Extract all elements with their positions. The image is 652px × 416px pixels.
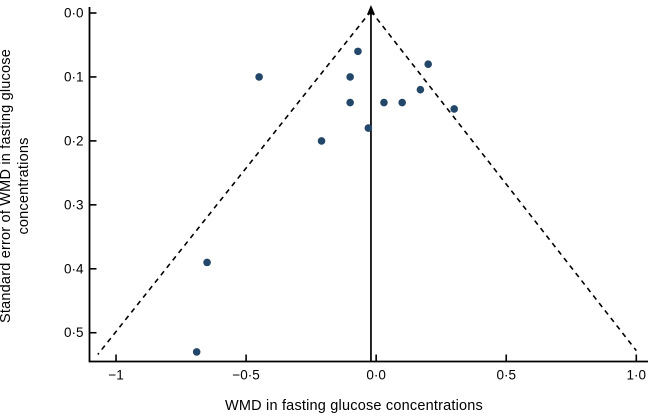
data-point: [346, 73, 354, 81]
data-point: [192, 348, 201, 356]
data-point: [364, 124, 373, 132]
data-point: [398, 98, 406, 107]
pooled-estimate-arrow: [366, 5, 375, 15]
y-tick-label: 0·2: [64, 133, 84, 148]
x-tick-label: 0·0: [366, 368, 386, 383]
y-tick-label: 0·5: [64, 325, 84, 340]
data-point: [203, 258, 211, 267]
y-axis-title-line2: concentrations: [16, 137, 32, 234]
data-point: [354, 47, 362, 56]
funnel-boundary-left: [97, 10, 372, 355]
x-axis-title: WMD in fasting glucose concentrations: [225, 398, 483, 414]
y-axis-title-line1: Standard error of WMD in fasting glucose: [0, 49, 14, 323]
data-point: [255, 73, 263, 81]
data-point: [346, 98, 354, 107]
data-point: [424, 60, 432, 68]
x-tick-label: −0·5: [232, 368, 259, 383]
x-tick-label: 0·5: [496, 368, 516, 383]
data-point: [317, 137, 326, 145]
y-tick-label: 0·1: [64, 69, 84, 84]
data-point: [380, 98, 388, 107]
y-tick-label: 0·3: [64, 197, 84, 212]
x-tick-label: −1: [108, 368, 123, 383]
y-tick-label: 0·4: [64, 261, 84, 276]
data-point: [450, 105, 459, 113]
x-tick-label: 1·0: [627, 368, 647, 383]
data-point: [416, 85, 425, 94]
y-tick-label: 0·0: [64, 6, 84, 21]
axis-spine: [88, 7, 648, 363]
funnel-boundary-right: [370, 10, 637, 352]
